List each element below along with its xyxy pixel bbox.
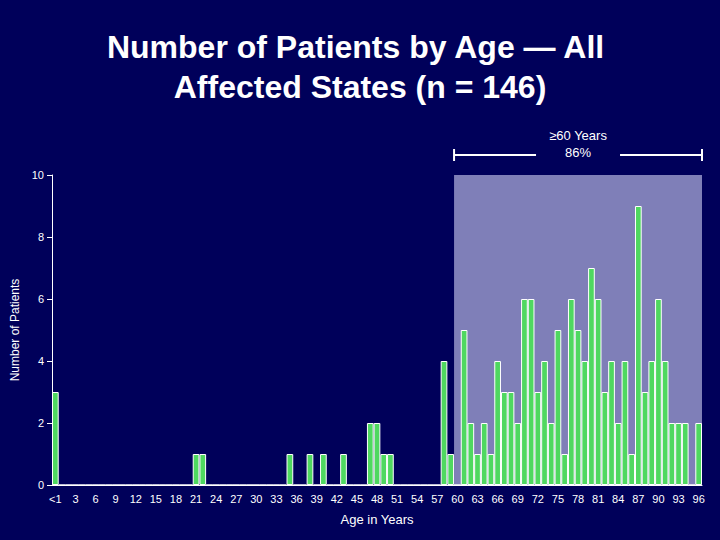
svg-text:Affected States (n = 146): Affected States (n = 146) xyxy=(174,69,547,105)
svg-text:81: 81 xyxy=(592,493,604,505)
svg-text:51: 51 xyxy=(391,493,403,505)
svg-text:3: 3 xyxy=(72,493,78,505)
svg-text:36: 36 xyxy=(290,493,302,505)
svg-text:66: 66 xyxy=(491,493,503,505)
svg-text:86%: 86% xyxy=(565,145,591,160)
svg-text:45: 45 xyxy=(351,493,363,505)
svg-text:0: 0 xyxy=(38,479,44,491)
svg-text:8: 8 xyxy=(38,231,44,243)
svg-text:4: 4 xyxy=(38,355,44,367)
svg-text:Number of Patients by Age — Al: Number of Patients by Age — All xyxy=(107,29,613,65)
svg-text:87: 87 xyxy=(632,493,644,505)
svg-text:6: 6 xyxy=(92,493,98,505)
svg-text:33: 33 xyxy=(270,493,282,505)
svg-text:21: 21 xyxy=(190,493,202,505)
svg-text:75: 75 xyxy=(552,493,564,505)
svg-text:2: 2 xyxy=(38,417,44,429)
svg-text:39: 39 xyxy=(311,493,323,505)
svg-text:10: 10 xyxy=(32,169,44,181)
svg-text:Number of Patients: Number of Patients xyxy=(8,279,22,382)
svg-text:Age in Years: Age in Years xyxy=(340,512,414,527)
svg-text:57: 57 xyxy=(431,493,443,505)
svg-text:63: 63 xyxy=(471,493,483,505)
svg-text:9: 9 xyxy=(113,493,119,505)
svg-text:30: 30 xyxy=(250,493,262,505)
svg-text:90: 90 xyxy=(652,493,664,505)
svg-text:27: 27 xyxy=(230,493,242,505)
svg-text:54: 54 xyxy=(411,493,423,505)
svg-text:69: 69 xyxy=(512,493,524,505)
svg-text:12: 12 xyxy=(130,493,142,505)
svg-text:15: 15 xyxy=(150,493,162,505)
svg-text:<1: <1 xyxy=(49,493,62,505)
svg-text:42: 42 xyxy=(331,493,343,505)
svg-text:72: 72 xyxy=(532,493,544,505)
svg-text:6: 6 xyxy=(38,293,44,305)
svg-text:96: 96 xyxy=(693,493,705,505)
svg-text:60: 60 xyxy=(451,493,463,505)
svg-text:18: 18 xyxy=(170,493,182,505)
svg-text:93: 93 xyxy=(672,493,684,505)
svg-text:78: 78 xyxy=(572,493,584,505)
svg-text:84: 84 xyxy=(612,493,624,505)
svg-text:≥60 Years: ≥60 Years xyxy=(549,128,607,143)
svg-text:48: 48 xyxy=(371,493,383,505)
svg-text:24: 24 xyxy=(210,493,222,505)
